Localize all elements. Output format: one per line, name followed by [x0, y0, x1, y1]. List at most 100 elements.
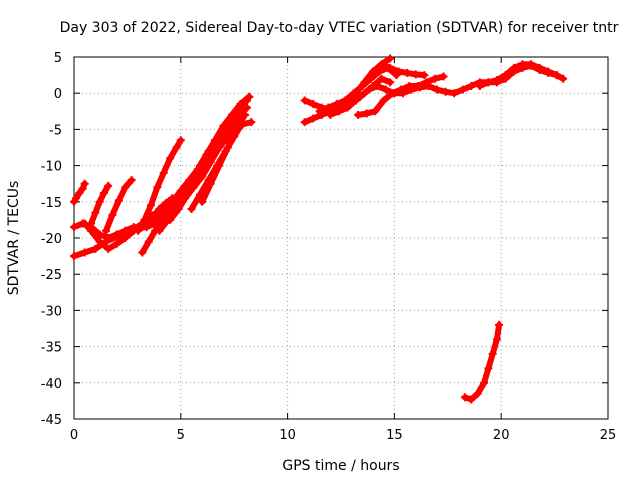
data-point — [247, 118, 256, 127]
data-point — [95, 237, 104, 246]
x-tick-label: 15 — [386, 428, 403, 443]
data-point — [80, 248, 89, 257]
data-point — [176, 197, 185, 206]
data-point — [176, 136, 185, 145]
data-point — [349, 89, 358, 98]
data-point — [411, 70, 420, 79]
data-point — [155, 226, 164, 235]
data-point — [91, 208, 100, 217]
data-point — [375, 67, 384, 76]
y-tick-label: 0 — [54, 87, 62, 102]
data-point — [475, 81, 484, 90]
data-point — [413, 81, 422, 90]
data-point — [460, 393, 469, 402]
data-point — [166, 215, 175, 224]
data-point — [488, 349, 497, 358]
y-tick-label: -20 — [41, 232, 62, 247]
data-point — [439, 72, 448, 81]
data-point — [371, 107, 380, 116]
data-point — [458, 85, 467, 94]
data-point — [315, 107, 324, 116]
x-tick-label: 0 — [70, 428, 78, 443]
y-tick-label: -45 — [41, 413, 62, 428]
data-point — [78, 184, 87, 193]
y-tick-label: 5 — [54, 51, 62, 66]
data-point — [112, 239, 121, 248]
x-tick-label: 25 — [600, 428, 617, 443]
data-point — [544, 67, 553, 76]
series-track-17 — [199, 111, 248, 205]
x-tick-label: 10 — [279, 428, 296, 443]
data-point — [232, 125, 241, 134]
data-point — [383, 63, 392, 72]
data-point — [492, 76, 501, 85]
series-track-15 — [184, 104, 250, 198]
data-point — [527, 60, 536, 69]
data-point — [379, 96, 388, 105]
data-point — [358, 81, 367, 90]
data-point — [495, 320, 504, 329]
data-point — [144, 237, 153, 246]
data-point — [114, 196, 123, 205]
y-tick-label: -25 — [41, 268, 62, 283]
y-tick-label: -35 — [41, 341, 62, 356]
data-point — [441, 87, 450, 96]
data-point — [206, 179, 215, 188]
data-point — [174, 205, 183, 214]
data-point — [373, 81, 382, 90]
data-point — [392, 71, 401, 80]
data-point — [386, 78, 395, 87]
data-point — [354, 110, 363, 119]
data-point — [501, 71, 510, 80]
data-point — [125, 226, 134, 235]
x-axis-label: GPS time / hours — [282, 458, 399, 474]
data-point — [236, 100, 245, 109]
y-tick-label: -15 — [41, 196, 62, 211]
data-point — [386, 54, 395, 63]
x-tick-label: 20 — [493, 428, 510, 443]
data-point — [420, 71, 429, 80]
data-point — [176, 186, 185, 195]
data-point — [366, 74, 375, 83]
series-layer — [70, 54, 568, 404]
data-point — [343, 103, 352, 112]
data-point — [332, 100, 341, 109]
data-point — [140, 215, 149, 224]
data-point — [99, 189, 108, 198]
data-point — [142, 223, 151, 232]
grid — [74, 57, 608, 419]
data-point — [243, 103, 252, 112]
data-point — [87, 219, 96, 228]
data-point — [104, 181, 113, 190]
x-tick-label: 5 — [177, 428, 185, 443]
data-point — [116, 230, 125, 239]
data-point — [480, 378, 489, 387]
data-point — [108, 210, 117, 219]
data-point — [70, 223, 78, 232]
data-point — [326, 110, 335, 119]
y-tick-label: -40 — [41, 377, 62, 392]
data-point — [362, 109, 371, 118]
data-point — [121, 183, 130, 192]
data-point — [144, 212, 153, 221]
series-track-20 — [316, 64, 400, 115]
data-point — [300, 96, 309, 105]
data-point — [388, 89, 397, 98]
data-point — [467, 395, 476, 404]
data-point — [381, 85, 390, 94]
y-tick-label: -5 — [49, 123, 62, 138]
data-point — [146, 201, 155, 210]
series-track-25 — [461, 321, 503, 403]
data-point — [166, 154, 175, 163]
data-point — [91, 244, 100, 253]
data-point — [198, 197, 207, 206]
data-point — [518, 60, 527, 69]
data-point — [559, 74, 568, 83]
data-point — [403, 68, 412, 77]
data-point — [172, 143, 181, 152]
data-point — [208, 150, 217, 159]
data-point — [102, 226, 111, 235]
data-point — [151, 219, 160, 228]
data-point — [127, 176, 136, 185]
